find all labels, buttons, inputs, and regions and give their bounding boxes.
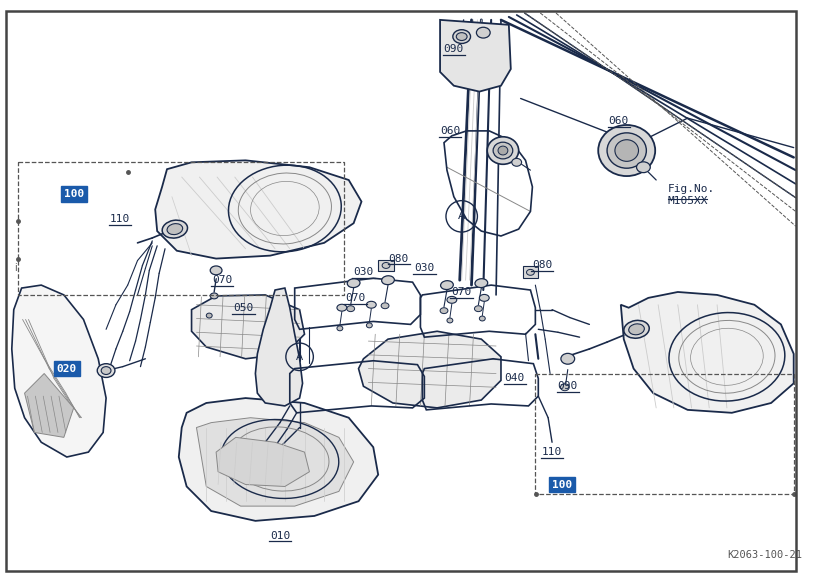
Text: A: A bbox=[458, 211, 465, 221]
Polygon shape bbox=[179, 398, 378, 521]
Text: 040: 040 bbox=[504, 374, 525, 384]
Polygon shape bbox=[155, 161, 361, 258]
Polygon shape bbox=[24, 374, 73, 437]
Text: K2063-100-21: K2063-100-21 bbox=[727, 550, 802, 560]
Ellipse shape bbox=[561, 384, 570, 391]
Ellipse shape bbox=[381, 303, 389, 308]
Ellipse shape bbox=[453, 30, 471, 44]
Polygon shape bbox=[358, 331, 501, 408]
Ellipse shape bbox=[348, 279, 360, 288]
Text: 070: 070 bbox=[451, 287, 472, 297]
Ellipse shape bbox=[598, 125, 655, 176]
Ellipse shape bbox=[447, 318, 453, 323]
Ellipse shape bbox=[162, 220, 188, 238]
Text: 070: 070 bbox=[345, 293, 366, 303]
Ellipse shape bbox=[607, 133, 646, 168]
Ellipse shape bbox=[101, 367, 111, 374]
Ellipse shape bbox=[167, 223, 183, 235]
Ellipse shape bbox=[211, 293, 218, 299]
Ellipse shape bbox=[615, 140, 638, 161]
Ellipse shape bbox=[636, 162, 650, 173]
Text: 060: 060 bbox=[609, 116, 629, 126]
Ellipse shape bbox=[479, 316, 486, 321]
Polygon shape bbox=[197, 418, 353, 506]
Polygon shape bbox=[440, 20, 511, 91]
Ellipse shape bbox=[366, 323, 372, 328]
Polygon shape bbox=[11, 285, 106, 457]
Ellipse shape bbox=[487, 137, 519, 164]
Text: 110: 110 bbox=[542, 447, 562, 457]
Text: 090: 090 bbox=[444, 44, 464, 54]
Polygon shape bbox=[378, 260, 394, 271]
Polygon shape bbox=[522, 267, 539, 278]
Text: 080: 080 bbox=[388, 254, 409, 264]
Ellipse shape bbox=[623, 320, 650, 338]
Text: 050: 050 bbox=[233, 303, 254, 313]
Ellipse shape bbox=[512, 158, 521, 166]
Ellipse shape bbox=[456, 33, 467, 41]
Ellipse shape bbox=[474, 306, 482, 311]
Text: i: i bbox=[15, 264, 17, 274]
Text: 020: 020 bbox=[56, 364, 77, 374]
Ellipse shape bbox=[475, 279, 488, 288]
Text: 110: 110 bbox=[109, 214, 130, 224]
Polygon shape bbox=[192, 295, 304, 359]
Ellipse shape bbox=[366, 301, 376, 308]
Text: Fig.No.
M105XX: Fig.No. M105XX bbox=[668, 184, 715, 205]
Ellipse shape bbox=[447, 296, 457, 303]
Ellipse shape bbox=[498, 146, 508, 155]
Ellipse shape bbox=[211, 266, 222, 275]
Text: 090: 090 bbox=[557, 381, 578, 391]
Polygon shape bbox=[216, 437, 309, 487]
Ellipse shape bbox=[337, 326, 343, 331]
Text: A: A bbox=[296, 352, 304, 362]
Ellipse shape bbox=[97, 364, 115, 378]
Ellipse shape bbox=[347, 306, 355, 311]
Ellipse shape bbox=[493, 142, 512, 159]
Text: 100: 100 bbox=[552, 480, 572, 489]
Ellipse shape bbox=[382, 262, 390, 268]
Text: 030: 030 bbox=[353, 267, 374, 278]
Text: 080: 080 bbox=[532, 261, 552, 271]
Ellipse shape bbox=[526, 269, 534, 275]
Ellipse shape bbox=[382, 276, 394, 285]
Ellipse shape bbox=[206, 313, 212, 318]
Ellipse shape bbox=[440, 308, 448, 314]
Ellipse shape bbox=[561, 353, 574, 364]
Text: 030: 030 bbox=[415, 264, 434, 274]
Text: 060: 060 bbox=[440, 126, 460, 136]
Text: 070: 070 bbox=[212, 275, 232, 285]
Polygon shape bbox=[621, 292, 794, 413]
Ellipse shape bbox=[479, 294, 489, 301]
Ellipse shape bbox=[337, 304, 347, 311]
Ellipse shape bbox=[477, 27, 490, 38]
Ellipse shape bbox=[441, 281, 454, 289]
Text: 100: 100 bbox=[64, 189, 84, 198]
Text: 010: 010 bbox=[270, 531, 290, 541]
Ellipse shape bbox=[628, 324, 645, 335]
Polygon shape bbox=[255, 288, 303, 406]
